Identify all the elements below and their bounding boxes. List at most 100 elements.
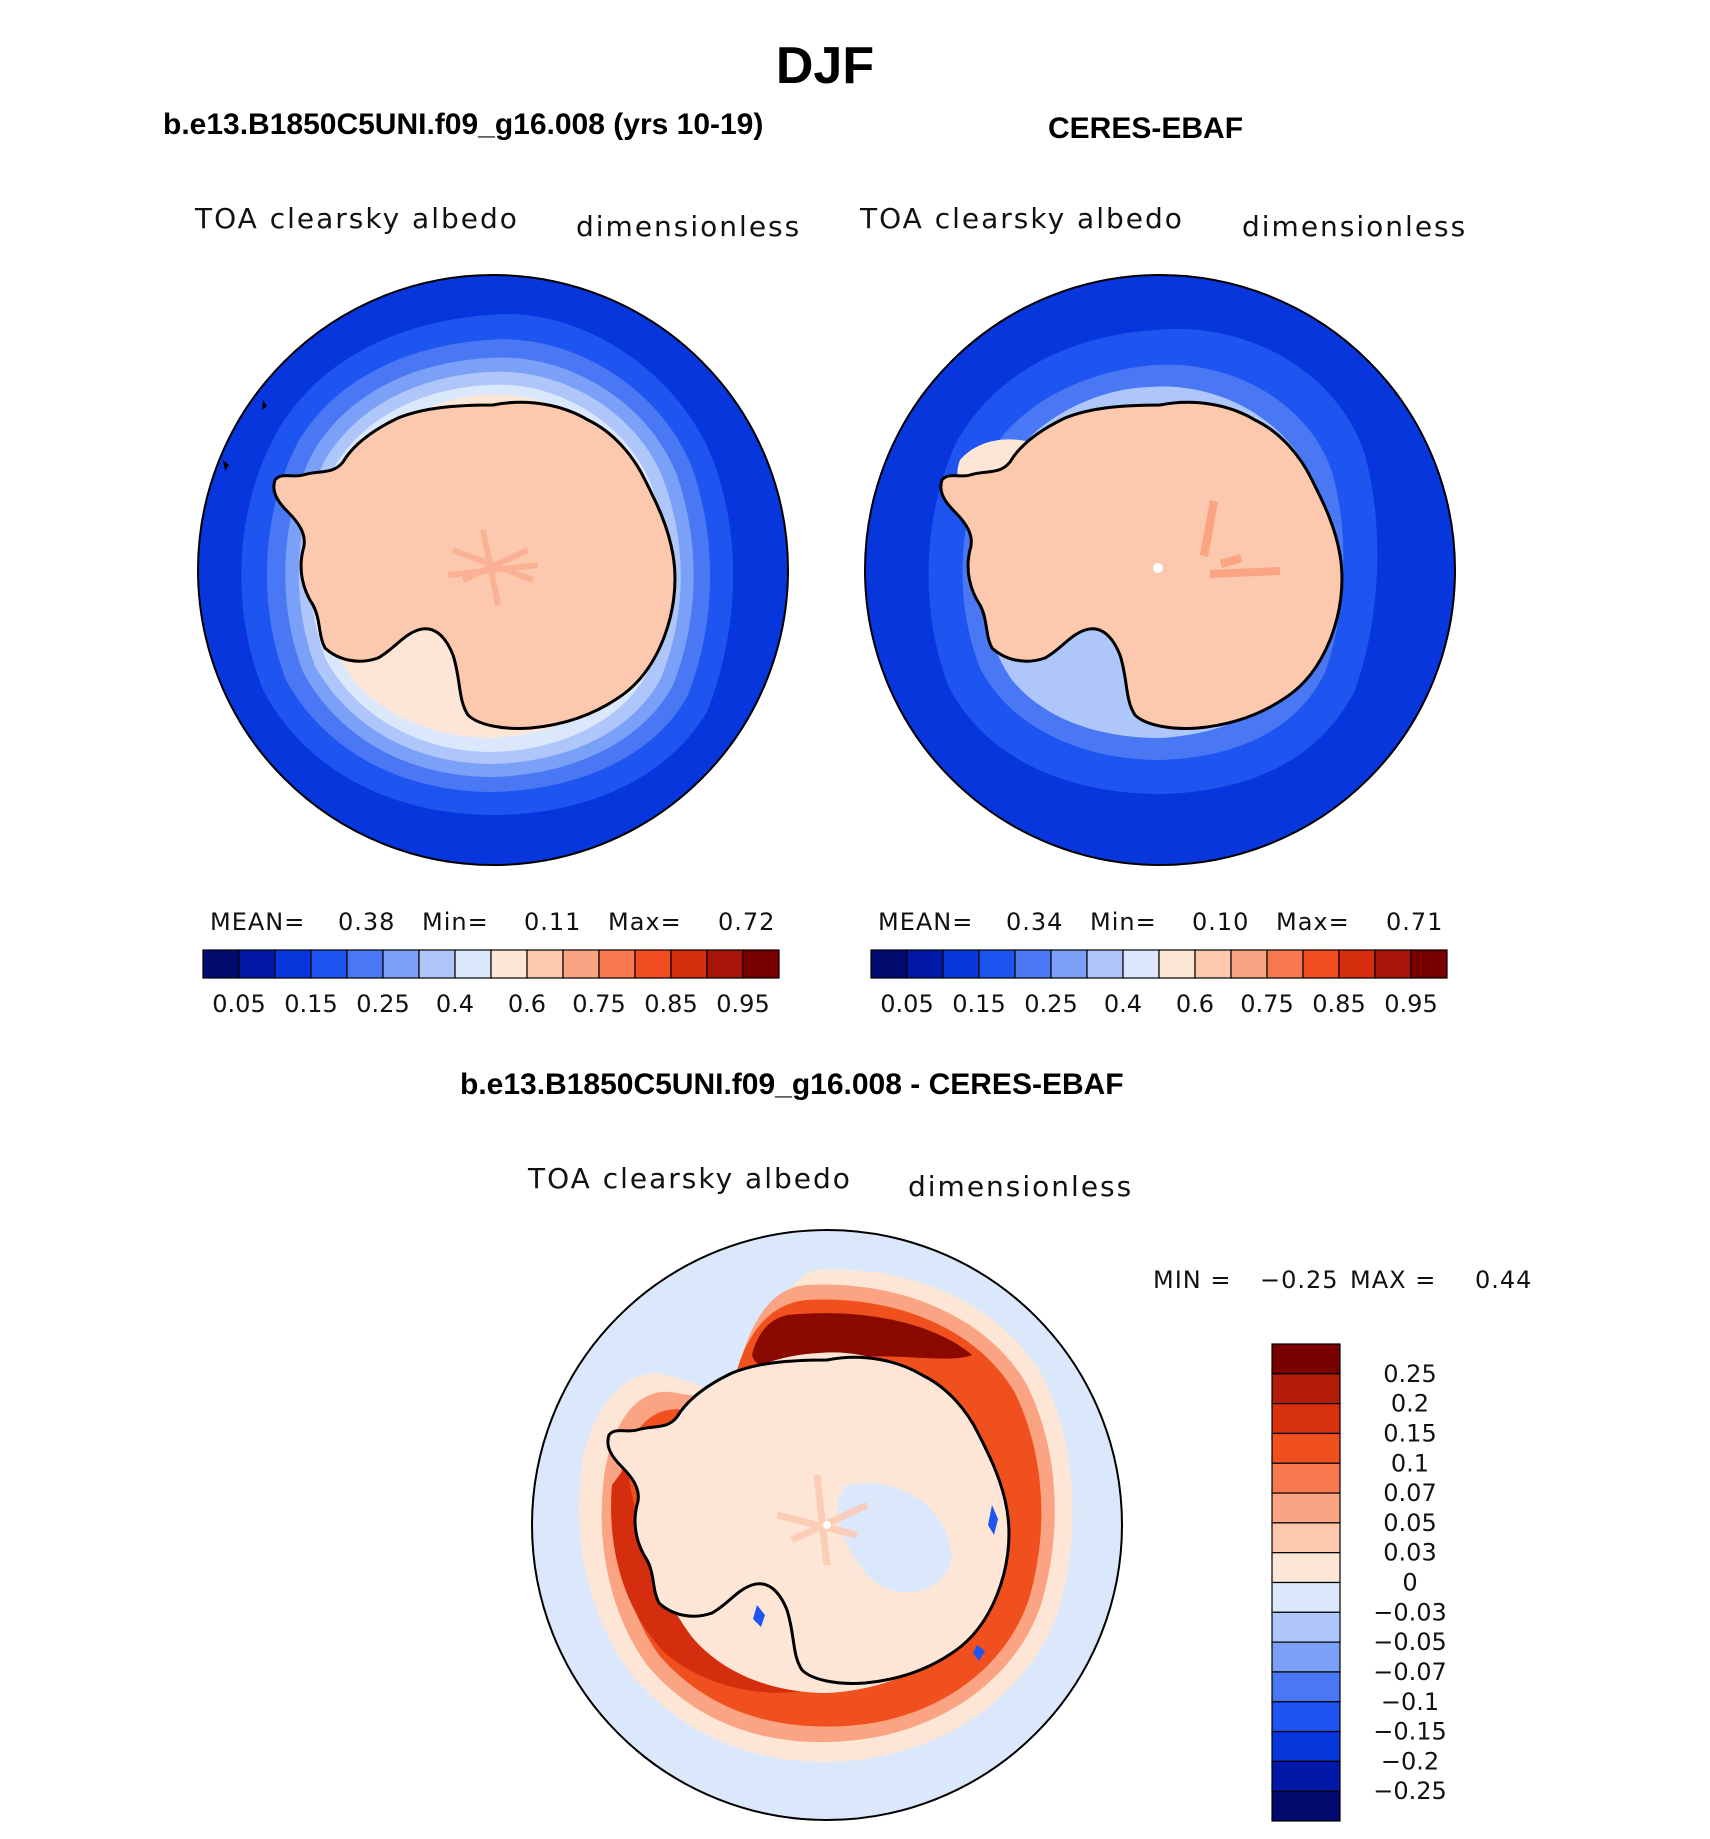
colorbar-model-swatch <box>562 949 600 979</box>
panel-model-max-label: Max= <box>608 908 682 936</box>
colorbar-diff-tick-label: 0.25 <box>1383 1360 1436 1388</box>
colorbar-obs-swatch <box>1410 949 1448 979</box>
colorbar-diff-tick-label: −0.03 <box>1373 1598 1447 1626</box>
colorbar-model-tick-label: 0.85 <box>644 990 697 1018</box>
colorbar-diff-tick-label: 0.2 <box>1391 1390 1429 1418</box>
colorbar-diff-tick-label: −0.2 <box>1381 1747 1439 1775</box>
colorbar-obs-tick-label: 0.75 <box>1240 990 1293 1018</box>
panel-obs-min-label: Min= <box>1090 908 1157 936</box>
colorbar-model-tick-label: 0.6 <box>508 990 546 1018</box>
colorbar-diff-swatch <box>1271 1760 1341 1792</box>
colorbar-diff-swatch <box>1271 1611 1341 1643</box>
colorbar-obs-swatch <box>1050 949 1088 979</box>
colorbar-diff-swatch <box>1271 1671 1341 1703</box>
panel-model-variable: TOA clearsky albedo <box>195 202 519 235</box>
colorbar-diff-swatch <box>1271 1462 1341 1494</box>
colorbar-diff-tick-label: 0.07 <box>1383 1479 1436 1507</box>
panel-diff-units: dimensionless <box>908 1170 1134 1203</box>
colorbar-diff: 0.250.20.150.10.070.050.030−0.03−0.05−0.… <box>1271 1343 1447 1822</box>
panel-obs-title: CERES-EBAF <box>1048 112 1244 145</box>
colorbar-diff-swatch <box>1271 1730 1341 1762</box>
colorbar-model-swatch <box>238 949 276 979</box>
colorbar-obs-swatch <box>1266 949 1304 979</box>
colorbar-diff-tick-label: −0.07 <box>1373 1658 1447 1686</box>
colorbar-obs-swatch <box>1086 949 1124 979</box>
colorbar-obs-swatch <box>1338 949 1376 979</box>
colorbar-obs-swatch <box>1122 949 1160 979</box>
panel-obs-max-label: Max= <box>1276 908 1350 936</box>
colorbar-obs-tick-label: 0.85 <box>1312 990 1365 1018</box>
panel-obs-max: 0.71 <box>1386 908 1444 936</box>
map-model <box>197 274 789 866</box>
panel-model-max: 0.72 <box>718 908 776 936</box>
panel-model-units: dimensionless <box>576 210 802 243</box>
colorbar-obs-swatch <box>1374 949 1412 979</box>
colorbar-obs-swatch <box>906 949 944 979</box>
colorbar-model-swatch <box>742 949 780 979</box>
colorbar-obs-tick-label: 0.05 <box>880 990 933 1018</box>
panel-model-min-label: Min= <box>422 908 489 936</box>
colorbar-obs-tick-label: 0.25 <box>1024 990 1077 1018</box>
colorbar-diff-tick-label: 0 <box>1402 1569 1417 1597</box>
panel-diff-title: b.e13.B1850C5UNI.f09_g16.008 - CERES-EBA… <box>460 1068 1124 1101</box>
colorbar-diff-swatch <box>1271 1403 1341 1435</box>
map-obs <box>864 274 1456 866</box>
colorbar-diff-swatch <box>1271 1701 1341 1733</box>
panel-obs-min: 0.10 <box>1192 908 1250 936</box>
colorbar-obs-swatch <box>1302 949 1340 979</box>
colorbar-model-swatch <box>382 949 420 979</box>
colorbar-obs-swatch <box>870 949 908 979</box>
panel-obs-mean: 0.34 <box>1006 908 1064 936</box>
colorbar-diff-tick-label: −0.15 <box>1373 1718 1447 1746</box>
colorbar-diff-tick-label: 0.05 <box>1383 1509 1436 1537</box>
colorbar-diff-swatch <box>1271 1581 1341 1613</box>
colorbar-diff-tick-label: 0.1 <box>1391 1449 1429 1477</box>
panel-model-mean-label: MEAN= <box>210 908 306 936</box>
colorbar-model-swatch <box>418 949 456 979</box>
panel-diff-max-label: MAX = <box>1350 1266 1437 1294</box>
colorbar-model-swatch <box>670 949 708 979</box>
colorbar-diff-swatch <box>1271 1432 1341 1464</box>
colorbar-obs-swatch <box>1194 949 1232 979</box>
figure-title: DJF <box>775 37 875 95</box>
colorbar-obs-swatch <box>1230 949 1268 979</box>
colorbar-diff-swatch <box>1271 1790 1341 1822</box>
panel-diff-min-label: MIN = <box>1153 1266 1232 1294</box>
colorbar-obs-tick-label: 0.6 <box>1176 990 1214 1018</box>
colorbar-model-tick-label: 0.75 <box>572 990 625 1018</box>
colorbar-obs-swatch <box>1158 949 1196 979</box>
colorbar-diff-swatch <box>1271 1641 1341 1673</box>
colorbar-diff-swatch <box>1271 1373 1341 1405</box>
panel-obs-variable: TOA clearsky albedo <box>860 202 1184 235</box>
colorbar-obs-swatch <box>942 949 980 979</box>
panel-model-min: 0.11 <box>524 908 582 936</box>
colorbar-obs-tick-label: 0.4 <box>1104 990 1142 1018</box>
panel-model-title: b.e13.B1850C5UNI.f09_g16.008 (yrs 10-19) <box>163 108 764 141</box>
colorbar-model-tick-label: 0.4 <box>436 990 474 1018</box>
colorbar-model-swatch <box>634 949 672 979</box>
colorbar-obs-swatch <box>978 949 1016 979</box>
colorbar-diff-tick-label: 0.15 <box>1383 1419 1436 1447</box>
colorbar-obs-tick-label: 0.95 <box>1384 990 1437 1018</box>
panel-model-mean: 0.38 <box>338 908 396 936</box>
panel-diff-min: −0.25 <box>1260 1266 1339 1294</box>
colorbar-model-swatch <box>346 949 384 979</box>
colorbar-model-swatch <box>274 949 312 979</box>
colorbar-model-tick-label: 0.05 <box>212 990 265 1018</box>
colorbar-diff-tick-label: −0.1 <box>1381 1688 1439 1716</box>
colorbar-model-swatch <box>490 949 528 979</box>
colorbar-model-swatch <box>706 949 744 979</box>
colorbar-model-tick-label: 0.95 <box>716 990 769 1018</box>
panel-diff-max: 0.44 <box>1475 1266 1533 1294</box>
colorbar-diff-swatch <box>1271 1522 1341 1554</box>
colorbar-model-swatch <box>526 949 564 979</box>
colorbar-diff-swatch <box>1271 1552 1341 1584</box>
colorbar-model-tick-label: 0.15 <box>284 990 337 1018</box>
colorbar-diff-swatch <box>1271 1492 1341 1524</box>
colorbar-diff-swatch <box>1271 1343 1341 1375</box>
colorbar-diff-tick-label: −0.05 <box>1373 1628 1447 1656</box>
colorbar-obs-tick-label: 0.15 <box>952 990 1005 1018</box>
colorbar-diff-tick-label: −0.25 <box>1373 1777 1447 1805</box>
panel-obs-units: dimensionless <box>1242 210 1468 243</box>
